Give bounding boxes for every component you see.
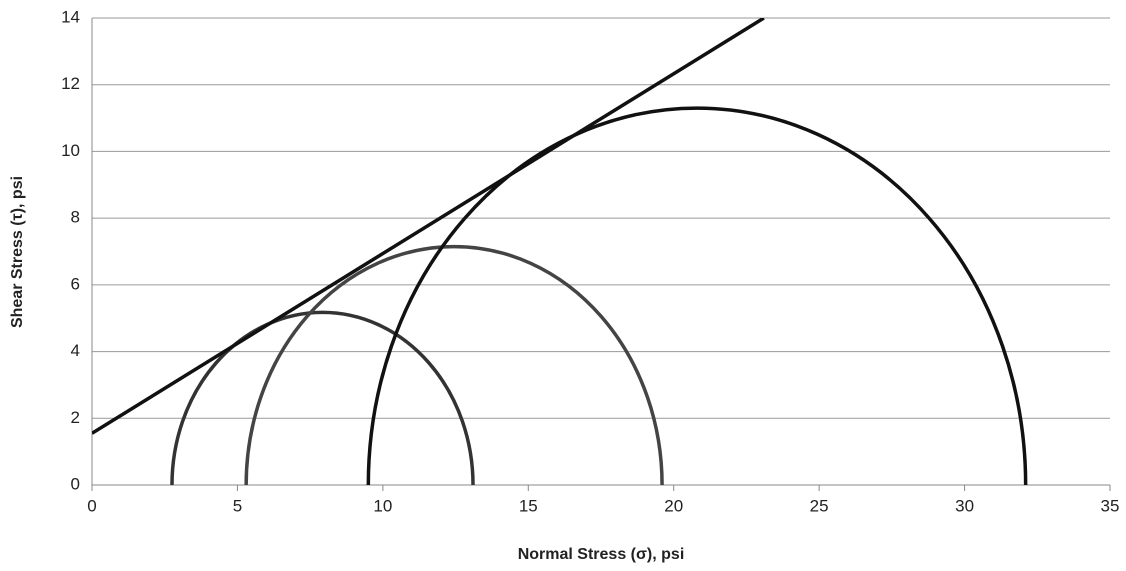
mohr-circle <box>366 107 1028 485</box>
failure-envelope <box>92 18 765 435</box>
y-tick-label: 2 <box>71 408 80 427</box>
x-tick-label: 30 <box>955 496 974 515</box>
x-tick-label: 25 <box>810 496 829 515</box>
y-tick-label: 6 <box>71 274 80 293</box>
x-tick-label: 20 <box>664 496 683 515</box>
x-tick-label: 5 <box>233 496 242 515</box>
y-tick-label: 4 <box>71 341 80 360</box>
y-tick-label: 12 <box>61 74 80 93</box>
x-tick-label: 0 <box>87 496 96 515</box>
y-tick-label: 10 <box>61 141 80 160</box>
y-tick-label: 0 <box>71 474 80 493</box>
y-axis-title: Shear Stress (τ), psi <box>9 176 26 328</box>
x-axis-title: Normal Stress (σ), psi <box>518 546 685 563</box>
y-tick-label: 8 <box>71 208 80 227</box>
y-tick-label: 14 <box>61 7 80 26</box>
mohr-circle <box>244 244 664 485</box>
x-tick-label: 15 <box>519 496 538 515</box>
mohr-circle <box>170 311 475 485</box>
x-tick-label: 10 <box>373 496 392 515</box>
x-tick-label: 35 <box>1101 496 1120 515</box>
